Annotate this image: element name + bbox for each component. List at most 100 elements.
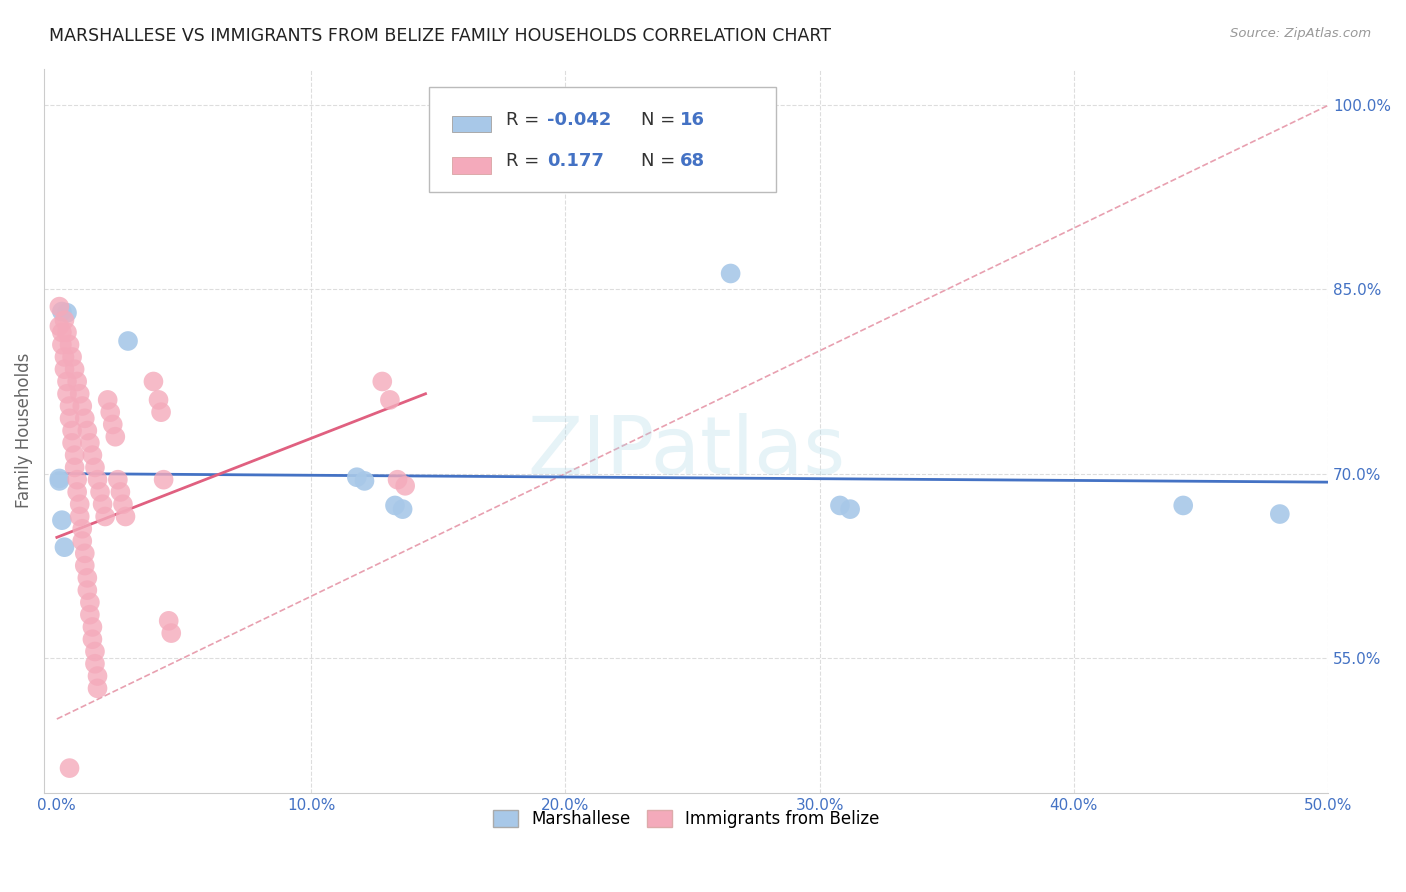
Point (828, 499, 851, 513)
Point (63, 362, 86, 376)
Point (76, 583, 98, 598)
Point (48, 471, 70, 485)
Point (86, 473, 108, 487)
Text: R =: R = (506, 111, 546, 129)
Point (101, 417, 124, 432)
Point (60, 435, 83, 450)
Point (66, 473, 89, 487)
Point (353, 474, 375, 488)
Point (73, 411, 96, 425)
Point (69, 497, 91, 511)
Point (56, 375, 79, 389)
Text: 16: 16 (679, 111, 704, 129)
Point (58, 761, 80, 775)
Point (79, 595, 101, 609)
Text: Source: ZipAtlas.com: Source: ZipAtlas.com (1230, 27, 1371, 40)
Point (160, 626, 183, 640)
Point (91, 497, 114, 511)
Point (117, 334, 139, 348)
Point (48, 300, 70, 314)
Point (86, 681, 108, 696)
Point (76, 571, 98, 585)
Point (79, 607, 101, 622)
Point (86, 669, 108, 683)
Point (720, 267, 742, 281)
Point (346, 470, 368, 484)
Point (53, 362, 76, 376)
Legend: Marshallese, Immigrants from Belize: Marshallese, Immigrants from Belize (486, 804, 886, 835)
Point (51, 326, 73, 340)
Point (94, 509, 117, 524)
Point (70, 534, 93, 549)
Point (150, 405, 173, 419)
Point (97, 392, 120, 407)
Point (98, 405, 121, 419)
Point (51, 337, 73, 351)
Point (394, 479, 416, 493)
Point (84, 644, 107, 658)
Point (70, 399, 93, 413)
Point (110, 485, 132, 500)
Point (111, 497, 134, 511)
Point (66, 485, 89, 500)
Point (148, 392, 170, 407)
Point (371, 375, 394, 389)
Point (82, 632, 104, 647)
Point (51, 513, 73, 527)
Point (58, 399, 80, 413)
Point (70, 522, 93, 536)
Y-axis label: Family Households: Family Households (15, 353, 32, 508)
Point (384, 499, 406, 513)
Point (63, 460, 86, 475)
Point (73, 546, 96, 560)
Bar (453, 157, 491, 174)
Point (84, 657, 107, 671)
Point (387, 473, 409, 487)
Point (56, 306, 79, 320)
Point (48, 474, 70, 488)
Text: 68: 68 (679, 153, 704, 170)
Point (142, 375, 165, 389)
Point (48, 319, 70, 334)
Point (79, 435, 101, 450)
FancyBboxPatch shape (429, 87, 776, 192)
Point (82, 448, 104, 462)
Point (82, 620, 104, 634)
Point (152, 473, 174, 487)
Point (58, 337, 80, 351)
Text: ZIPatlas: ZIPatlas (527, 413, 845, 491)
Point (84, 460, 107, 475)
Point (378, 392, 401, 407)
Point (69, 386, 91, 401)
Point (56, 326, 79, 340)
Text: -0.042: -0.042 (547, 111, 612, 129)
Point (53, 540, 76, 554)
Point (76, 424, 98, 438)
Text: N =: N = (641, 111, 681, 129)
Text: N =: N = (641, 153, 681, 170)
Point (56, 386, 79, 401)
Point (58, 411, 80, 425)
Point (89, 485, 111, 500)
Point (391, 502, 413, 516)
Point (114, 509, 136, 524)
Point (104, 430, 127, 444)
Point (53, 350, 76, 364)
Point (66, 375, 89, 389)
Point (107, 473, 129, 487)
Point (63, 448, 86, 462)
Point (51, 304, 73, 318)
Point (53, 313, 76, 327)
Text: 0.177: 0.177 (547, 153, 605, 170)
Text: R =: R = (506, 153, 546, 170)
Point (73, 558, 96, 573)
Text: MARSHALLESE VS IMMIGRANTS FROM BELIZE FAMILY HOUSEHOLDS CORRELATION CHART: MARSHALLESE VS IMMIGRANTS FROM BELIZE FA… (49, 27, 831, 45)
Point (1268, 507, 1291, 521)
Point (1173, 499, 1195, 513)
Point (60, 424, 83, 438)
Point (157, 614, 180, 628)
Point (839, 502, 862, 516)
Bar (453, 116, 491, 132)
Point (60, 350, 83, 364)
Point (69, 509, 91, 524)
